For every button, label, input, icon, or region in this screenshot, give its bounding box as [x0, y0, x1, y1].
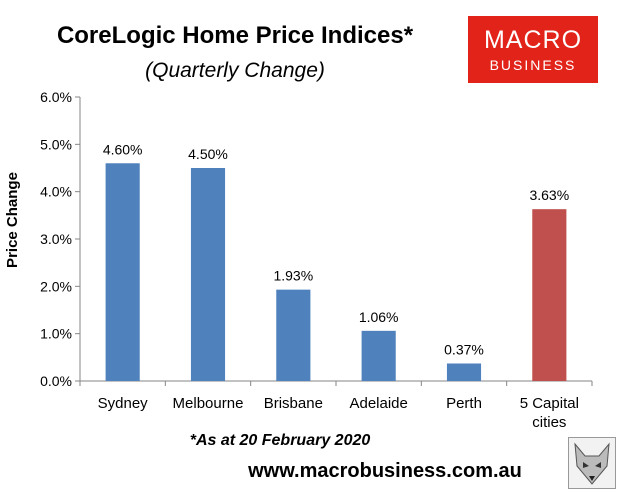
x-tick-label: Adelaide — [349, 395, 407, 412]
chart-title: CoreLogic Home Price Indices* — [56, 22, 414, 49]
data-label: 1.06% — [359, 309, 399, 325]
logo-line-1: MACRO — [483, 26, 583, 54]
data-label: 4.60% — [103, 141, 143, 157]
y-tick-label: 3.0% — [40, 231, 72, 247]
x-tick-label: Brisbane — [264, 395, 323, 412]
x-tick-label: Sydney — [98, 395, 149, 412]
macrobusiness-logo: MACRO BUSINESS — [468, 16, 598, 83]
bar — [532, 209, 567, 381]
data-label: 1.93% — [273, 268, 313, 284]
bar — [105, 163, 140, 381]
y-tick-label: 2.0% — [40, 278, 72, 294]
fox-mascot-icon — [568, 437, 616, 489]
y-tick-label: 6.0% — [40, 89, 72, 105]
chart-subtitle: (Quarterly Change) — [145, 59, 325, 82]
y-tick-label: 1.0% — [40, 326, 72, 342]
bar — [446, 363, 482, 381]
data-label: 4.50% — [188, 146, 228, 162]
bar — [361, 330, 396, 381]
bar — [190, 168, 226, 381]
x-tick-label: Perth — [446, 395, 482, 412]
logo-line-2: BUSINESS — [489, 57, 577, 73]
data-label: 0.37% — [444, 341, 484, 357]
y-tick-label: 0.0% — [40, 373, 72, 389]
y-tick-label: 5.0% — [40, 136, 72, 152]
data-label: 3.63% — [529, 187, 569, 203]
y-tick-label: 4.0% — [40, 184, 72, 200]
x-tick-label: 5 Capital cities — [520, 395, 579, 431]
bar — [276, 289, 311, 381]
website-url: www.macrobusiness.com.au — [248, 460, 522, 482]
x-tick-label: Melbourne — [173, 395, 244, 412]
footnote: *As at 20 February 2020 — [189, 432, 371, 449]
